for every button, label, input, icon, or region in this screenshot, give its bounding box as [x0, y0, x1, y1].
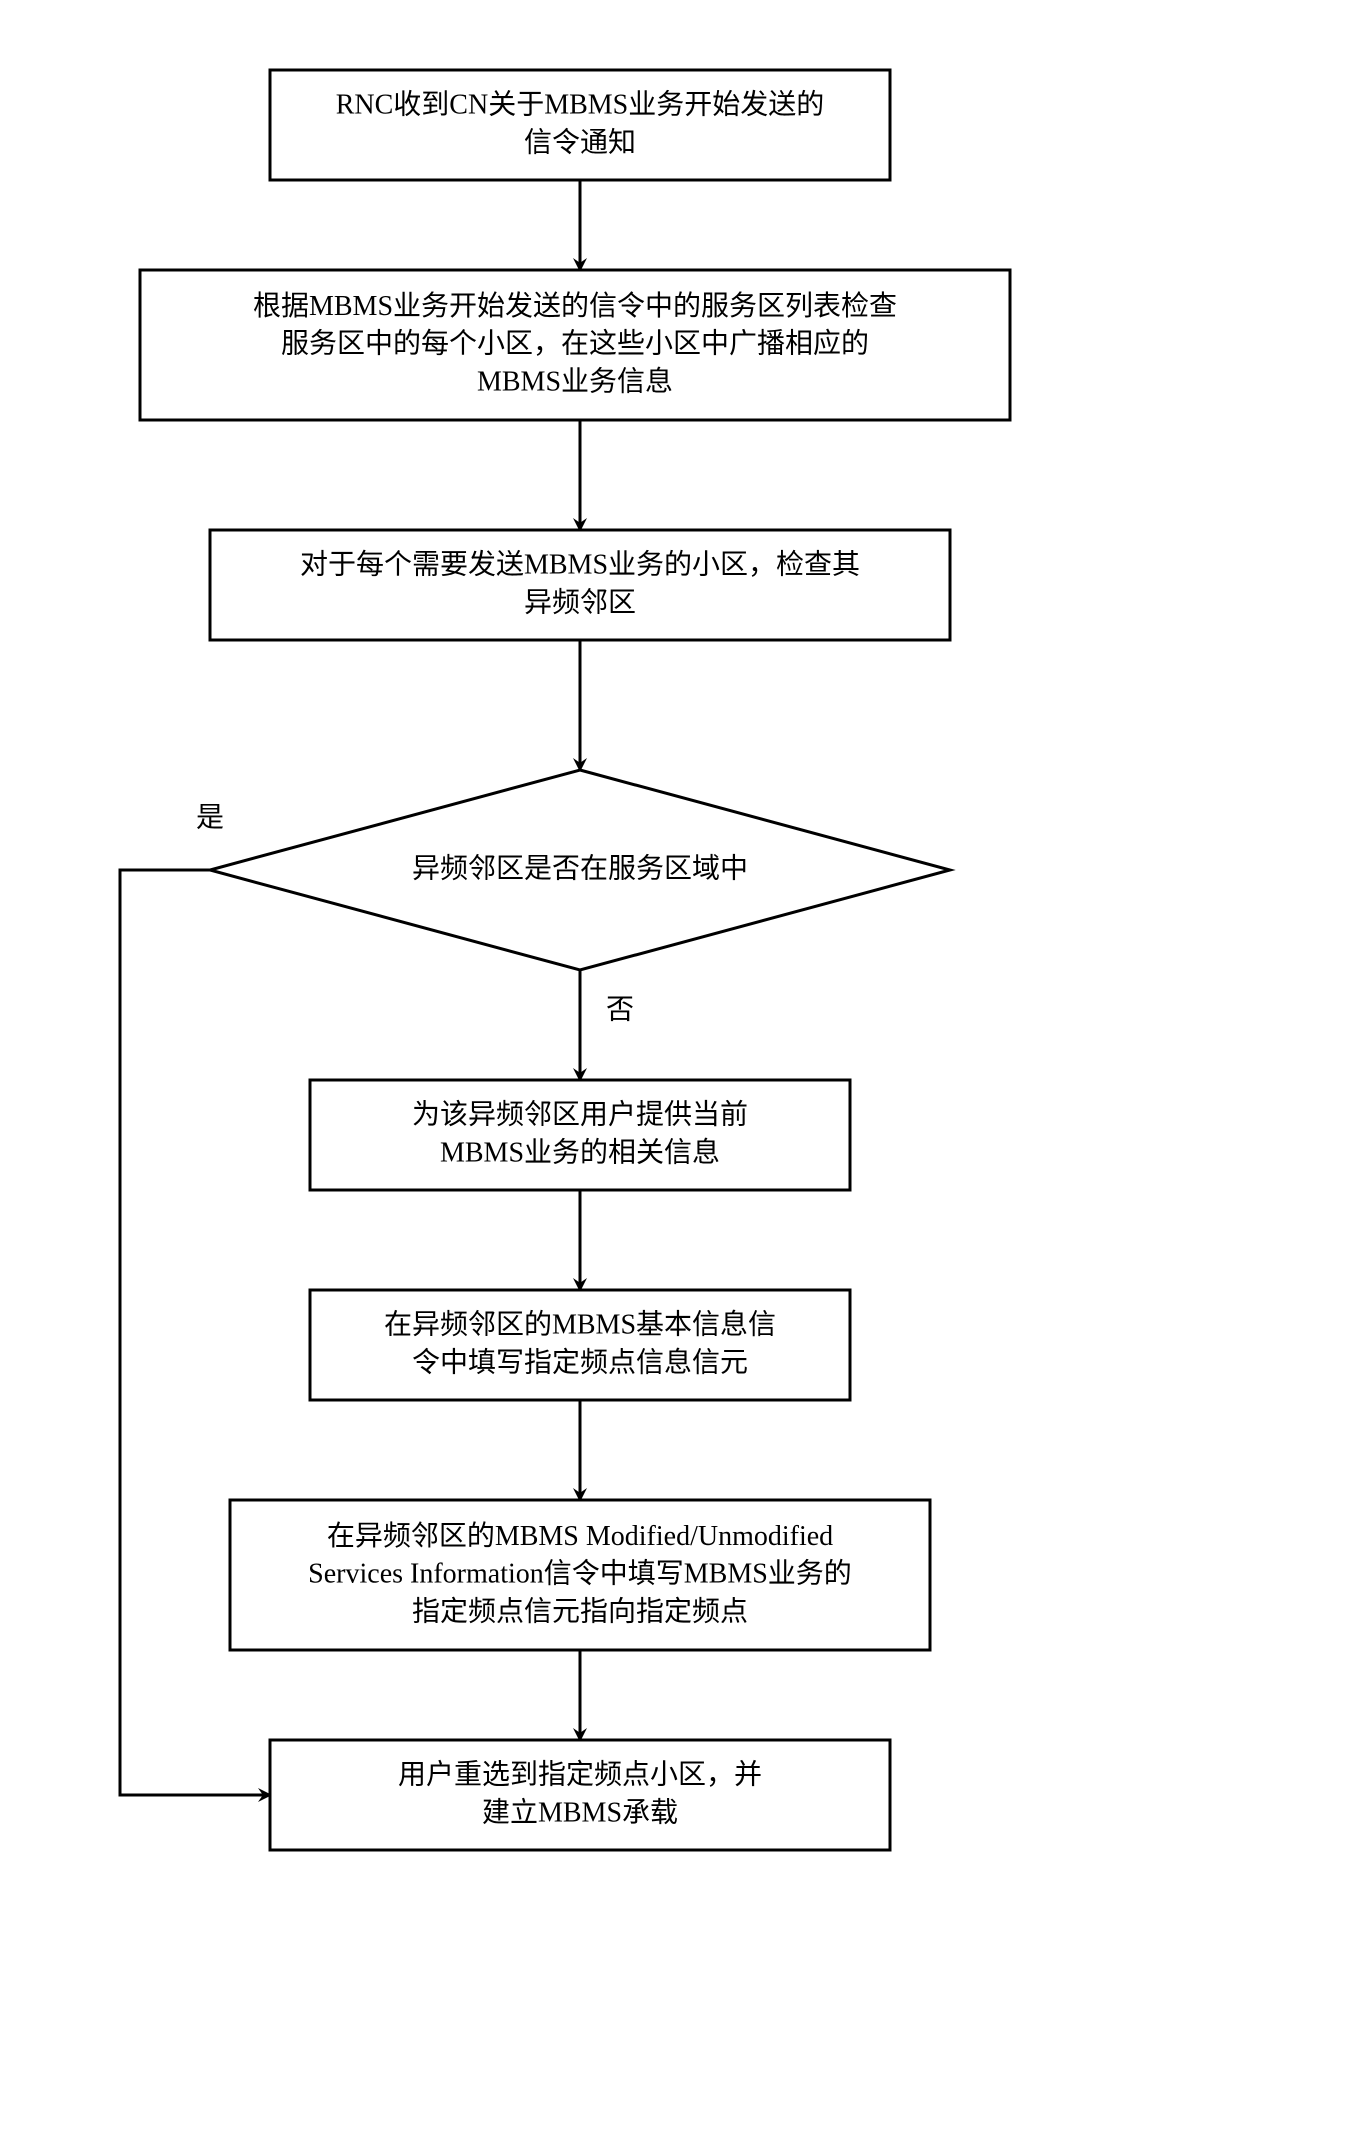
node-text-line: 建立MBMS承载	[482, 1796, 678, 1828]
node-text-line: 在异频邻区的MBMS Modified/Unmodified	[327, 1520, 833, 1552]
node-text-line: 对于每个需要发送MBMS业务的小区，检查其	[300, 549, 860, 581]
node-n4: 异频邻区是否在服务区域中	[210, 770, 950, 970]
node-n2: 根据MBMS业务开始发送的信令中的服务区列表检查服务区中的每个小区，在这些小区中…	[140, 270, 1010, 420]
node-n7: 在异频邻区的MBMS Modified/Unmodified Services I…	[230, 1500, 930, 1650]
node-text-line: 根据MBMS业务开始发送的信令中的服务区列表检查	[253, 290, 897, 322]
node-text-line: 用户重选到指定频点小区，并	[398, 1759, 762, 1791]
edge-n4-n8	[120, 870, 270, 1795]
edge-label: 是	[196, 802, 224, 833]
node-text-line: MBMS业务信息	[477, 365, 673, 397]
node-text-line: 异频邻区	[524, 586, 636, 618]
node-text-line: 为该异频邻区用户提供当前	[412, 1099, 748, 1131]
node-text-line: RNC收到CN关于MBMS业务开始发送的	[336, 89, 825, 121]
node-text-line: 服务区中的每个小区，在这些小区中广播相应的	[281, 328, 869, 360]
flowchart-diagram: 否 是 RNC收到CN关于MBMS业务开始发送的信令通知根据MBMS业务开始发送的信…	[0, 0, 1368, 2149]
node-n6: 在异频邻区的MBMS基本信息信令中填写指定频点信息信元	[310, 1290, 850, 1400]
node-n5: 为该异频邻区用户提供当前 MBMS业务的相关信息	[310, 1080, 850, 1190]
node-n8: 用户重选到指定频点小区，并建立MBMS承载	[270, 1740, 890, 1850]
node-n3: 对于每个需要发送MBMS业务的小区，检查其异频邻区	[210, 530, 950, 640]
node-text-line: 在异频邻区的MBMS基本信息信	[384, 1309, 776, 1341]
node-text-line: 指定频点信元指向指定频点	[412, 1595, 748, 1627]
edge-label: 否	[606, 994, 634, 1025]
node-n1: RNC收到CN关于MBMS业务开始发送的信令通知	[270, 70, 890, 180]
node-text-line: MBMS业务的相关信息	[440, 1136, 720, 1168]
node-text-line: 令中填写指定频点信息信元	[412, 1346, 748, 1378]
node-text-line: 异频邻区是否在服务区域中	[412, 853, 748, 885]
node-text-line: Services Information信令中填写MBMS业务的	[308, 1558, 852, 1590]
node-text-line: 信令通知	[524, 126, 636, 158]
